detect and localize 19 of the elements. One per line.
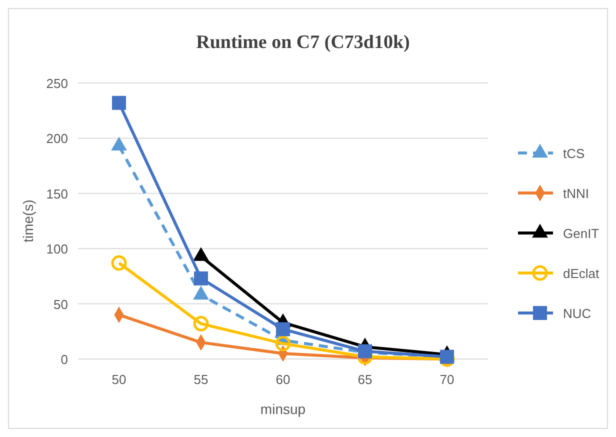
legend-label: tNNI — [563, 186, 589, 201]
legend-label: NUC — [563, 306, 592, 321]
y-tick-label: 200 — [46, 131, 68, 146]
y-tick-label: 0 — [60, 352, 68, 367]
x-tick-label: 65 — [358, 372, 372, 387]
legend-label: dEclat — [563, 266, 600, 281]
y-tick-label: 150 — [46, 186, 68, 202]
x-tick-label: 55 — [194, 372, 208, 387]
y-axis-title: time(s) — [20, 200, 36, 242]
x-tick-label: 70 — [440, 372, 454, 387]
legend-label: GenIT — [563, 226, 600, 241]
y-tick-label: 100 — [46, 242, 68, 257]
x-tick-label: 50 — [112, 372, 126, 387]
x-tick-label: 60 — [276, 372, 290, 387]
legend-label: tCS — [563, 146, 585, 161]
y-tick-label: 50 — [54, 296, 68, 312]
x-axis-title: minsup — [260, 401, 306, 417]
chart-title: Runtime on C7 (C73d10k) — [196, 32, 410, 53]
y-tick-label: 250 — [46, 76, 68, 91]
